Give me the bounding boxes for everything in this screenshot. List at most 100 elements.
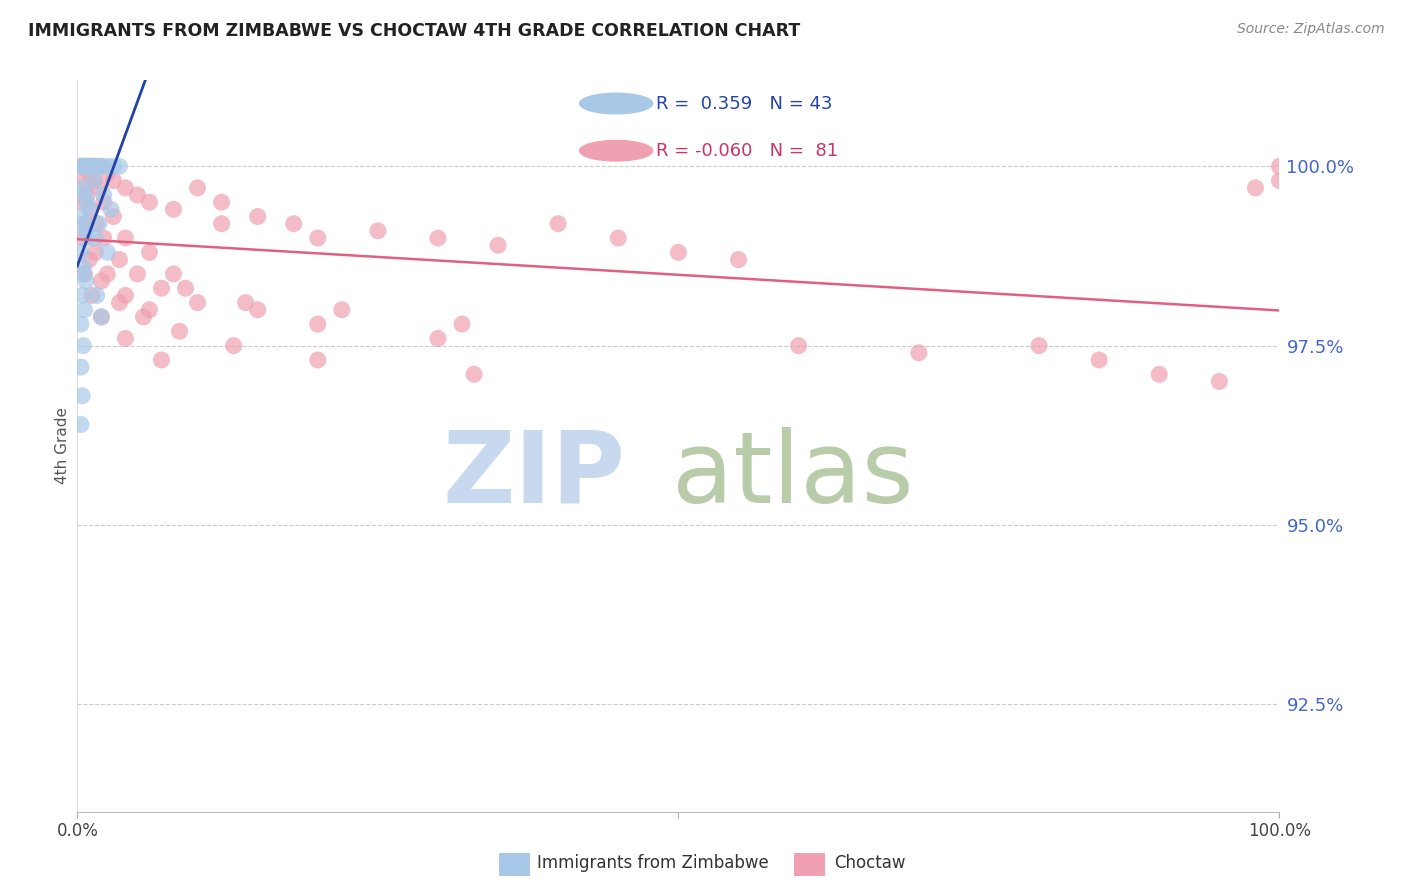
Point bbox=[727, 252, 749, 267]
Point bbox=[70, 210, 93, 224]
Circle shape bbox=[579, 94, 652, 114]
Point bbox=[80, 159, 103, 173]
Point bbox=[72, 260, 94, 274]
Point bbox=[138, 302, 160, 317]
Point bbox=[80, 288, 103, 302]
Point bbox=[70, 389, 93, 403]
Point bbox=[103, 159, 125, 173]
Point bbox=[114, 181, 136, 195]
Point bbox=[96, 245, 118, 260]
Point bbox=[84, 231, 107, 245]
Point bbox=[1208, 375, 1230, 389]
Point bbox=[367, 224, 389, 238]
Point bbox=[103, 210, 125, 224]
Point bbox=[72, 174, 94, 188]
Point bbox=[83, 174, 105, 188]
Point bbox=[138, 245, 160, 260]
Point bbox=[486, 238, 509, 252]
Point bbox=[86, 159, 108, 173]
Point bbox=[75, 224, 97, 238]
Point bbox=[77, 231, 100, 245]
Point bbox=[75, 274, 97, 288]
Point bbox=[1268, 174, 1291, 188]
Point bbox=[79, 202, 101, 217]
Point bbox=[307, 353, 329, 368]
Point bbox=[70, 159, 93, 173]
Point bbox=[908, 345, 931, 359]
Point bbox=[79, 202, 101, 217]
Point bbox=[1028, 338, 1050, 352]
Text: R =  0.359   N = 43: R = 0.359 N = 43 bbox=[657, 95, 832, 112]
Text: R = -0.060   N =  81: R = -0.060 N = 81 bbox=[657, 142, 838, 160]
Point bbox=[114, 231, 136, 245]
Circle shape bbox=[579, 140, 652, 161]
Point bbox=[96, 267, 118, 281]
Point bbox=[90, 310, 112, 324]
Point bbox=[72, 231, 94, 245]
Point bbox=[427, 331, 450, 345]
Point bbox=[76, 217, 98, 231]
Text: Immigrants from Zimbabwe: Immigrants from Zimbabwe bbox=[537, 855, 769, 872]
Point bbox=[330, 302, 353, 317]
Point bbox=[138, 195, 160, 210]
Point bbox=[70, 159, 93, 173]
Point bbox=[70, 288, 93, 302]
Point bbox=[787, 338, 810, 352]
Point bbox=[70, 195, 93, 210]
Point bbox=[76, 195, 98, 210]
Point bbox=[307, 231, 329, 245]
Point bbox=[70, 245, 93, 260]
Point bbox=[72, 338, 94, 352]
Point bbox=[187, 181, 209, 195]
Point bbox=[211, 217, 233, 231]
Point bbox=[79, 167, 101, 181]
Point bbox=[77, 159, 100, 173]
Point bbox=[73, 159, 96, 173]
Point bbox=[307, 317, 329, 331]
Point bbox=[668, 245, 690, 260]
Text: ZIP: ZIP bbox=[443, 426, 626, 524]
Point bbox=[246, 302, 269, 317]
Point bbox=[127, 267, 149, 281]
Point bbox=[84, 159, 107, 173]
Point bbox=[114, 288, 136, 302]
Point bbox=[162, 202, 184, 217]
Point bbox=[150, 353, 173, 368]
Point bbox=[222, 338, 245, 352]
Point bbox=[70, 181, 93, 195]
Point bbox=[72, 159, 94, 173]
Point bbox=[108, 159, 131, 173]
Point bbox=[463, 368, 485, 382]
Point bbox=[75, 159, 97, 173]
Text: IMMIGRANTS FROM ZIMBABWE VS CHOCTAW 4TH GRADE CORRELATION CHART: IMMIGRANTS FROM ZIMBABWE VS CHOCTAW 4TH … bbox=[28, 22, 800, 40]
Text: atlas: atlas bbox=[672, 426, 914, 524]
Point bbox=[79, 159, 101, 173]
Point bbox=[607, 231, 630, 245]
Point bbox=[96, 167, 118, 181]
Point bbox=[80, 159, 103, 173]
Point bbox=[90, 159, 112, 173]
Point bbox=[76, 159, 98, 173]
Point bbox=[1268, 159, 1291, 173]
Point bbox=[100, 202, 122, 217]
Point bbox=[86, 217, 108, 231]
Point bbox=[93, 195, 115, 210]
Point bbox=[77, 159, 100, 173]
Point bbox=[70, 159, 93, 173]
Point bbox=[187, 295, 209, 310]
Point bbox=[93, 231, 115, 245]
Point bbox=[76, 188, 98, 202]
Point bbox=[114, 331, 136, 345]
Point bbox=[451, 317, 474, 331]
Point bbox=[103, 174, 125, 188]
Point bbox=[162, 267, 184, 281]
Point bbox=[174, 281, 197, 295]
Y-axis label: 4th Grade: 4th Grade bbox=[55, 408, 70, 484]
Point bbox=[87, 217, 110, 231]
Point bbox=[127, 188, 149, 202]
Point bbox=[79, 252, 101, 267]
Point bbox=[1244, 181, 1267, 195]
Text: Source: ZipAtlas.com: Source: ZipAtlas.com bbox=[1237, 22, 1385, 37]
Point bbox=[90, 310, 112, 324]
Point bbox=[169, 324, 191, 338]
